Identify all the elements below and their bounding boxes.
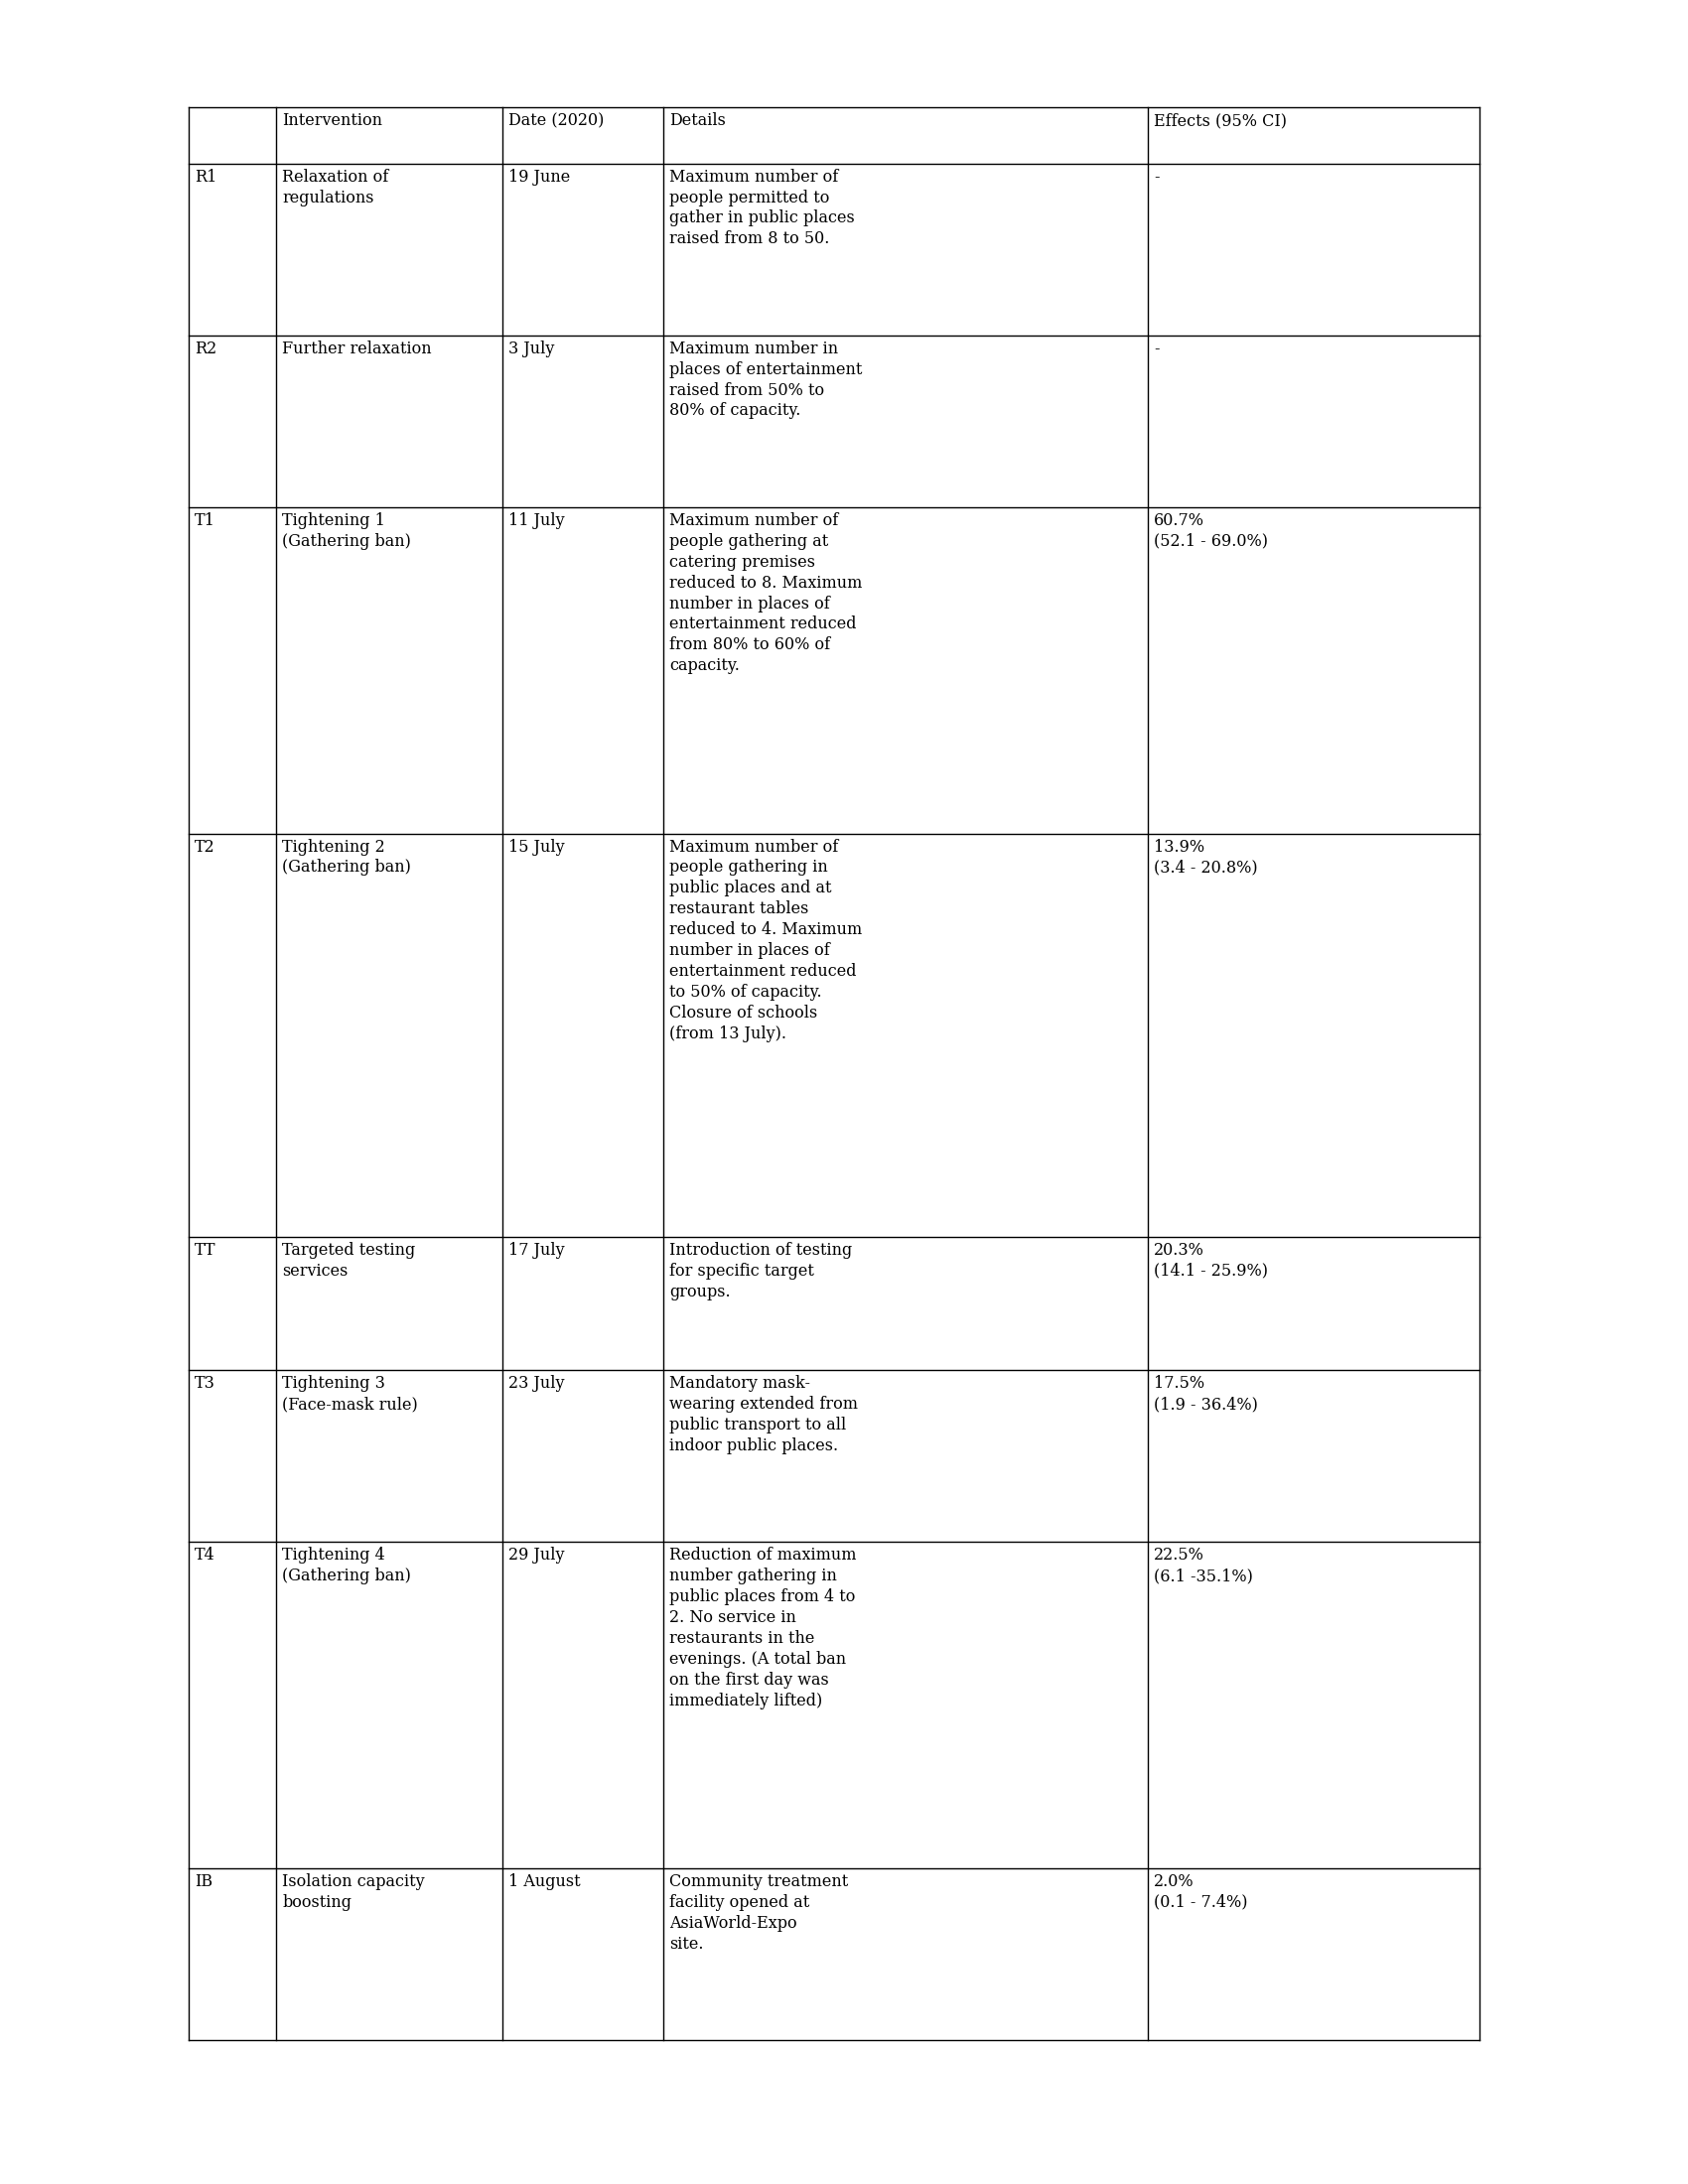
Text: 15 July: 15 July bbox=[508, 839, 564, 856]
Text: Further relaxation: Further relaxation bbox=[282, 341, 432, 358]
Text: TT: TT bbox=[194, 1243, 216, 1258]
Text: Tightening 1
(Gathering ban): Tightening 1 (Gathering ban) bbox=[282, 513, 412, 550]
Text: Isolation capacity
boosting: Isolation capacity boosting bbox=[282, 1874, 425, 1911]
Text: Maximum number of
people permitted to
gather in public places
raised from 8 to 5: Maximum number of people permitted to ga… bbox=[670, 168, 856, 247]
Text: 1 August: 1 August bbox=[508, 1874, 581, 1889]
Text: 19 June: 19 June bbox=[508, 168, 571, 186]
Text: 23 July: 23 July bbox=[508, 1376, 564, 1391]
Text: IB: IB bbox=[194, 1874, 213, 1889]
Text: 17 July: 17 July bbox=[508, 1243, 564, 1258]
Text: 60.7%
(52.1 - 69.0%): 60.7% (52.1 - 69.0%) bbox=[1153, 513, 1268, 550]
Text: Targeted testing
services: Targeted testing services bbox=[282, 1243, 415, 1280]
Text: Introduction of testing
for specific target
groups.: Introduction of testing for specific tar… bbox=[670, 1243, 852, 1299]
Text: 11 July: 11 July bbox=[508, 513, 564, 529]
Text: Maximum number in
places of entertainment
raised from 50% to
80% of capacity.: Maximum number in places of entertainmen… bbox=[670, 341, 863, 419]
Text: Community treatment
facility opened at
AsiaWorld-Expo
site.: Community treatment facility opened at A… bbox=[670, 1874, 849, 1952]
Text: -: - bbox=[1153, 341, 1160, 358]
Text: Intervention: Intervention bbox=[282, 111, 383, 129]
Text: Maximum number of
people gathering in
public places and at
restaurant tables
red: Maximum number of people gathering in pu… bbox=[670, 839, 863, 1042]
Text: 13.9%
(3.4 - 20.8%): 13.9% (3.4 - 20.8%) bbox=[1153, 839, 1258, 876]
Text: Tightening 3
(Face-mask rule): Tightening 3 (Face-mask rule) bbox=[282, 1376, 419, 1413]
Text: Tightening 4
(Gathering ban): Tightening 4 (Gathering ban) bbox=[282, 1546, 412, 1586]
Text: 3 July: 3 July bbox=[508, 341, 554, 358]
Text: T1: T1 bbox=[194, 513, 216, 529]
Text: Effects (95% CI): Effects (95% CI) bbox=[1153, 111, 1286, 129]
Text: 17.5%
(1.9 - 36.4%): 17.5% (1.9 - 36.4%) bbox=[1153, 1376, 1258, 1413]
Text: T2: T2 bbox=[194, 839, 214, 856]
Text: Tightening 2
(Gathering ban): Tightening 2 (Gathering ban) bbox=[282, 839, 412, 876]
Text: Reduction of maximum
number gathering in
public places from 4 to
2. No service i: Reduction of maximum number gathering in… bbox=[670, 1546, 858, 1710]
Text: R1: R1 bbox=[194, 168, 216, 186]
Text: Details: Details bbox=[670, 111, 726, 129]
Text: 20.3%
(14.1 - 25.9%): 20.3% (14.1 - 25.9%) bbox=[1153, 1243, 1268, 1280]
Text: Maximum number of
people gathering at
catering premises
reduced to 8. Maximum
nu: Maximum number of people gathering at ca… bbox=[670, 513, 863, 675]
Text: 29 July: 29 July bbox=[508, 1546, 564, 1564]
Text: Date (2020): Date (2020) bbox=[508, 111, 604, 129]
Text: T4: T4 bbox=[194, 1546, 214, 1564]
Text: 22.5%
(6.1 -35.1%): 22.5% (6.1 -35.1%) bbox=[1153, 1546, 1252, 1586]
Text: R2: R2 bbox=[194, 341, 216, 358]
Text: Mandatory mask-
wearing extended from
public transport to all
indoor public plac: Mandatory mask- wearing extended from pu… bbox=[670, 1376, 858, 1455]
Text: 2.0%
(0.1 - 7.4%): 2.0% (0.1 - 7.4%) bbox=[1153, 1874, 1247, 1911]
Text: -: - bbox=[1153, 168, 1160, 186]
Text: T3: T3 bbox=[194, 1376, 216, 1391]
Text: Relaxation of
regulations: Relaxation of regulations bbox=[282, 168, 388, 205]
